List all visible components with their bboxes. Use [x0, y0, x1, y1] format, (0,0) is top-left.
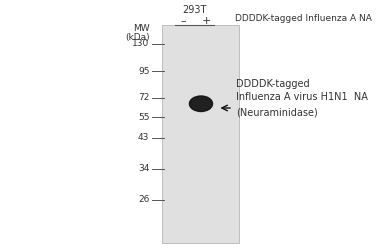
Text: 55: 55: [138, 112, 149, 122]
Text: +: +: [201, 16, 211, 26]
Text: MW: MW: [133, 24, 149, 33]
Text: DDDDK-tagged: DDDDK-tagged: [236, 79, 310, 89]
Text: 95: 95: [138, 67, 149, 76]
Text: 34: 34: [138, 164, 149, 173]
Text: –: –: [180, 16, 186, 26]
Ellipse shape: [189, 96, 213, 112]
Text: Influenza A virus H1N1  NA: Influenza A virus H1N1 NA: [236, 92, 368, 102]
Text: 43: 43: [138, 133, 149, 142]
Bar: [162, 25, 239, 242]
Text: DDDDK-tagged Influenza A NA: DDDDK-tagged Influenza A NA: [235, 14, 372, 23]
Text: 293T: 293T: [182, 5, 207, 15]
Text: 72: 72: [138, 93, 149, 102]
Text: 26: 26: [138, 196, 149, 204]
Text: (Neuraminidase): (Neuraminidase): [236, 108, 318, 118]
Text: (kDa): (kDa): [125, 33, 149, 42]
Text: 130: 130: [132, 39, 149, 48]
